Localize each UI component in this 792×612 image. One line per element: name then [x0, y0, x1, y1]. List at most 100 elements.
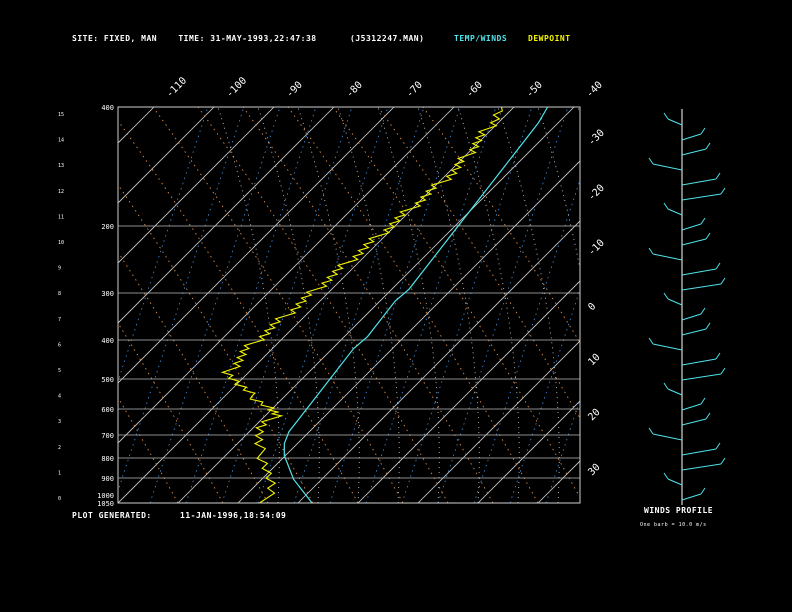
dry-adiabat: [332, 107, 580, 499]
right-temperature-label: -10: [586, 238, 607, 259]
wind-barb: [681, 493, 702, 501]
top-temperature-label: -100: [224, 75, 249, 100]
isotherm-line: [118, 107, 515, 503]
mixing-ratio-line: [473, 178, 580, 503]
height-km-label: 13: [58, 163, 64, 169]
wind-barb: [681, 238, 707, 246]
wind-barb-flag: [663, 112, 669, 120]
height-km-label: 3: [58, 419, 61, 425]
site-value: FIXED, MAN: [103, 34, 158, 43]
wind-barb: [681, 148, 707, 156]
plot-frame: [117, 106, 581, 504]
height-km-label: 4: [58, 394, 61, 400]
height-km-label: 14: [58, 138, 64, 144]
right-temperature-label: -30: [586, 128, 607, 149]
wind-barb: [652, 343, 683, 351]
wind-barb-flag: [663, 382, 669, 390]
wind-barb: [667, 208, 683, 216]
wind-barb-flag: [700, 127, 706, 135]
wind-barb-flag: [648, 157, 654, 165]
dry-adiabat: [118, 184, 314, 503]
pressure-label: 700: [101, 432, 114, 440]
wind-barb: [652, 253, 683, 261]
dry-adiabat: [422, 107, 580, 344]
isotherm-line: [177, 107, 575, 503]
mixing-ratio-line: [329, 107, 461, 503]
pressure-label: 500: [101, 376, 114, 384]
wind-barb-flag: [705, 322, 711, 330]
wind-barb-flag: [715, 352, 721, 360]
wind-barb-flag: [705, 142, 711, 150]
mixing-ratio-line: [118, 107, 245, 493]
plot-generated-label: PLOT GENERATED:: [72, 511, 152, 520]
wind-barb-flag: [648, 247, 654, 255]
moist-adiabat: [217, 107, 280, 503]
wind-barb: [652, 433, 683, 441]
wind-barb: [681, 313, 702, 321]
isotherm-line: [0, 107, 94, 503]
isotherm-line: [658, 107, 792, 503]
wind-barb: [681, 328, 707, 336]
wind-barb-flag: [720, 277, 726, 285]
moist-adiabat: [497, 107, 560, 503]
wind-barb: [652, 163, 683, 171]
isotherm-line: [118, 107, 335, 324]
isotherm-line: [477, 400, 580, 503]
height-km-label: 10: [58, 240, 64, 246]
height-km-label: 11: [58, 214, 64, 220]
wind-barb: [667, 478, 683, 486]
top-temperature-label: -80: [344, 80, 365, 101]
isotherm-line: [598, 107, 792, 503]
file-id: (J5312247.MAN): [350, 34, 425, 43]
wind-barb: [681, 223, 702, 231]
isotherm-line: [118, 107, 215, 204]
wind-barb-flag: [663, 472, 669, 480]
dry-adiabat: [118, 120, 359, 503]
wind-barb-flag: [715, 172, 721, 180]
pressure-label: 800: [101, 455, 114, 463]
wind-barb-flag: [705, 232, 711, 240]
legend-dewpoint: DEWPOINT: [528, 34, 571, 43]
mixing-ratio-line: [545, 398, 580, 503]
pressure-label: 200: [101, 223, 114, 231]
wind-barb-flag: [715, 442, 721, 450]
isotherm-line: [718, 107, 792, 503]
plot-generated-value: 11-JAN-1996,18:54:09: [180, 511, 287, 520]
pressure-label: 400: [101, 104, 114, 112]
mixing-ratio-line: [365, 107, 497, 503]
moist-adiabat: [457, 107, 520, 503]
winds-profile-note: One barb = 10.0 m/s: [640, 522, 707, 528]
right-temperature-label: -20: [586, 183, 607, 204]
dry-adiabat: [242, 107, 494, 503]
isotherm-line: [297, 220, 580, 503]
wind-barb-flag: [648, 427, 654, 435]
height-km-label: 7: [58, 317, 61, 323]
moist-adiabat: [417, 107, 480, 503]
top-temperature-label: -60: [464, 80, 485, 101]
wind-barb: [667, 118, 683, 126]
height-km-label: 8: [58, 291, 61, 297]
height-km-label: 9: [58, 266, 61, 272]
top-temperature-label: -40: [584, 80, 605, 101]
right-temperature-label: 20: [586, 407, 602, 423]
height-km-label: 2: [58, 445, 61, 451]
wind-barb: [681, 403, 702, 411]
wind-barb-flag: [700, 307, 706, 315]
time-value: 31-MAY-1993,22:47:38: [210, 34, 317, 43]
wind-barb-flag: [720, 367, 726, 375]
dry-adiabat: [118, 251, 269, 503]
wind-barb-flag: [720, 457, 726, 465]
moist-adiabat: [377, 107, 440, 503]
height-km-label: 5: [58, 368, 61, 374]
winds-profile-title: WINDS PROFILE: [644, 506, 714, 515]
mixing-ratio-line: [401, 107, 533, 503]
mixing-ratio-line: [437, 107, 569, 503]
mixing-ratio-line: [185, 107, 317, 503]
right-temperature-label: 30: [586, 462, 602, 478]
time-label: TIME:: [178, 34, 205, 43]
right-temperature-label: 10: [586, 352, 602, 368]
wind-barb: [681, 193, 722, 201]
moist-adiabat: [257, 107, 320, 503]
wind-barb: [681, 268, 717, 276]
